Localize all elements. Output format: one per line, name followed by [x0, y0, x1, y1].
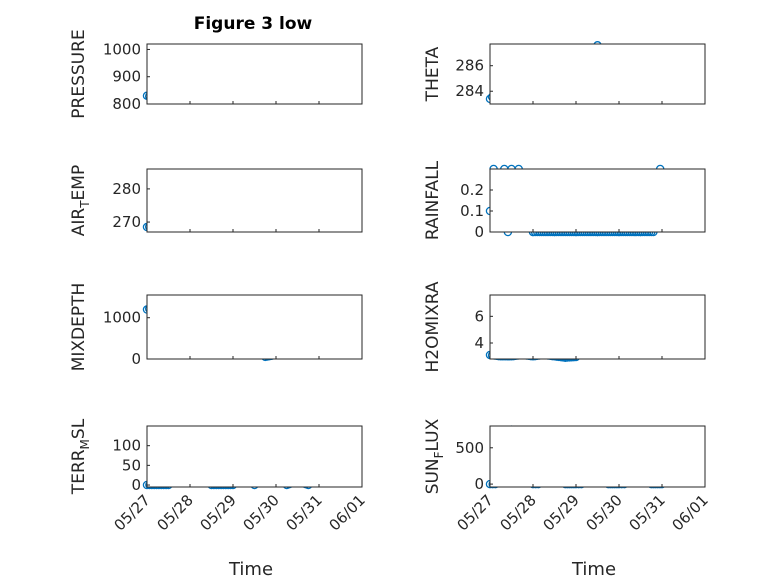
sun_flux-x-tick-label: 05/27 [454, 491, 497, 534]
terr_msl-x-tick-label: 05/30 [240, 491, 283, 534]
sun_flux-x-tick-label: 06/01 [669, 491, 712, 534]
rainfall-y-tick-label: 0.2 [460, 181, 484, 199]
h2omixra-y-axis-label: H2OMIXRA [423, 281, 443, 372]
theta-axes-box [489, 43, 706, 105]
terr_msl-x-tick-label: 05/31 [283, 491, 326, 534]
terr_msl-y-tick-label: 0 [131, 476, 141, 494]
panel-air_temp: 270 280 AIRTEMP [69, 165, 363, 236]
air_temp-y-tick-label: 270 [112, 213, 141, 231]
theta-y-axis-label: THETA [423, 46, 443, 102]
terr_msl-y-tick-label: 50 [122, 456, 141, 474]
air_temp-y-tick-label: 280 [112, 180, 141, 198]
air_temp-y-axis-label: AIRTEMP [69, 165, 92, 236]
panel-rainfall: 0 0.1 0.2 RAINFALL [423, 160, 706, 241]
rainfall-y-tick-label: 0 [474, 223, 484, 241]
mixdepth-y-tick-label: 0 [131, 350, 141, 368]
terr_msl-x-tick-label: 05/29 [197, 491, 240, 534]
sun_flux-x-tick-label: 05/30 [583, 491, 626, 534]
mixdepth-y-axis-label: MIXDEPTH [69, 283, 89, 372]
pressure-axes-box [146, 43, 363, 105]
sun_flux-y-tick-label: 0 [474, 475, 484, 493]
h2omixra-y-tick-label: 4 [474, 334, 484, 352]
theta-y-tick-label: 286 [455, 57, 484, 75]
sun_flux-x-tick-label: 05/29 [540, 491, 583, 534]
panel-mixdepth: 0 1000 MIXDEPTH [69, 283, 363, 372]
panel-pressure: 800 900 1000 PRESSURE [69, 29, 363, 119]
pressure-y-tick-label: 800 [112, 95, 141, 113]
sun_flux-x-tick-label: 05/28 [497, 491, 540, 534]
rainfall-y-tick-label: 0.1 [460, 202, 484, 220]
pressure-y-tick-label: 1000 [103, 40, 141, 58]
panel-sun_flux: 0 500 05/27 05/28 05/29 05/30 05/31 06/01 SUNFLU… [423, 418, 712, 534]
air_temp-axes-box [146, 168, 363, 233]
terr_msl-x-tick-label: 06/01 [326, 491, 369, 534]
sun_flux-x-tick-label: 05/31 [626, 491, 669, 534]
sun_flux-axes-box [489, 425, 706, 488]
sun_flux-y-tick-label: 500 [455, 439, 484, 457]
terr_msl-y-axis-label: TERRMSL [69, 418, 92, 495]
theta-y-tick-label: 284 [455, 82, 484, 100]
mixdepth-y-tick-label: 1000 [103, 309, 141, 327]
figure-title: Figure 3 low [194, 14, 313, 34]
rainfall-y-axis-label: RAINFALL [423, 160, 443, 240]
terr_msl-x-tick-label: 05/28 [154, 491, 197, 534]
sun_flux-y-axis-label: SUNFLUX [423, 418, 446, 494]
pressure-y-axis-label: PRESSURE [69, 29, 89, 118]
terr_msl-axes-box [146, 425, 363, 488]
panel-theta: 284 286 THETA [423, 41, 706, 105]
rainfall-axes-box [489, 168, 706, 233]
pressure-y-tick-label: 900 [112, 68, 141, 86]
terr_msl-x-tick-label: 05/27 [111, 491, 154, 534]
x-axis-label-left: Time [228, 559, 273, 580]
h2omixra-axes-box [489, 294, 706, 360]
mixdepth-axes-box [146, 294, 363, 360]
panel-h2omixra: 4 6 H2OMIXRA [423, 281, 706, 373]
h2omixra-y-tick-label: 6 [474, 307, 484, 325]
x-axis-label-right: Time [571, 559, 616, 580]
terr_msl-y-tick-label: 100 [112, 437, 141, 455]
